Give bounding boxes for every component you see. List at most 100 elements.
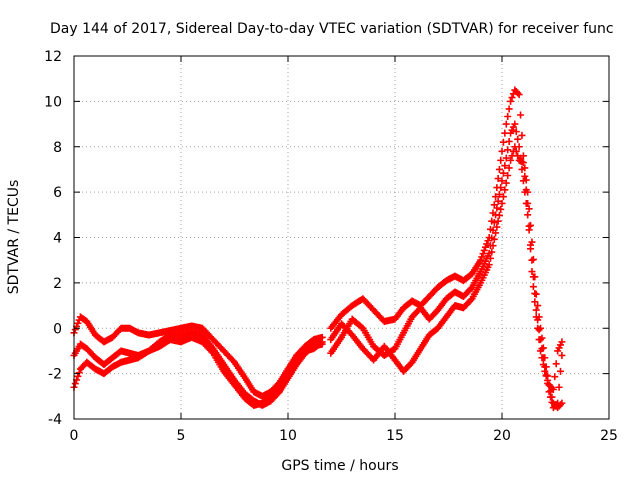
data-point <box>535 336 543 344</box>
data-point <box>517 111 525 119</box>
data-point <box>519 159 527 167</box>
data-point <box>498 199 506 207</box>
data-point <box>501 162 509 170</box>
data-point <box>531 289 539 297</box>
data-point <box>497 156 505 164</box>
data-point <box>494 217 502 225</box>
data-point <box>318 338 326 346</box>
x-tick-label: 5 <box>177 428 186 444</box>
data-point <box>499 169 507 177</box>
data-point <box>552 401 560 409</box>
data-point <box>539 361 547 369</box>
data-point <box>512 147 520 155</box>
data-point <box>75 369 83 377</box>
data-point <box>502 120 510 128</box>
data-point <box>522 186 530 194</box>
data-point <box>317 339 325 347</box>
data-point <box>538 354 546 362</box>
series-trace-e <box>327 120 566 412</box>
data-point <box>534 324 542 332</box>
data-point <box>479 250 487 258</box>
data-point <box>555 383 563 391</box>
data-point <box>549 386 557 394</box>
chart-title: Day 144 of 2017, Sidereal Day-to-day VTE… <box>50 21 614 37</box>
data-point <box>483 240 491 248</box>
data-point <box>524 199 532 207</box>
data-point <box>531 298 539 306</box>
data-point <box>525 222 533 230</box>
data-point <box>537 347 545 355</box>
data-point <box>542 372 550 380</box>
data-point <box>492 229 500 237</box>
data-point <box>502 179 510 187</box>
data-point <box>514 152 522 160</box>
data-point <box>521 172 529 180</box>
x-tick-label: 10 <box>279 428 297 444</box>
data-point <box>524 211 532 219</box>
data-point <box>477 256 485 264</box>
data-point <box>514 89 522 97</box>
data-points <box>70 86 566 412</box>
data-point <box>501 186 509 194</box>
data-point <box>492 193 500 201</box>
data-point <box>528 256 536 264</box>
data-point <box>545 388 553 396</box>
data-point <box>511 120 519 128</box>
data-point <box>556 367 564 375</box>
data-point <box>478 253 486 261</box>
data-point <box>552 360 560 368</box>
series-trace-c <box>70 333 326 409</box>
data-point <box>558 338 566 346</box>
data-point <box>481 243 489 251</box>
y-axis-label: SDTVAR / TECUs <box>6 180 22 295</box>
x-tick-label: 20 <box>493 428 511 444</box>
data-point <box>518 165 526 173</box>
data-point <box>507 97 515 105</box>
data-point <box>208 348 216 356</box>
data-point <box>467 285 475 293</box>
y-tick-label: -4 <box>48 412 62 428</box>
data-point <box>547 393 555 401</box>
data-point <box>497 205 505 213</box>
data-point <box>493 223 501 231</box>
data-point <box>490 219 498 227</box>
data-point <box>544 376 552 384</box>
data-point <box>485 261 493 269</box>
data-point <box>495 190 503 198</box>
data-point <box>525 205 533 213</box>
data-point <box>495 211 503 219</box>
series-trace-a <box>70 313 326 400</box>
data-point <box>529 273 537 281</box>
data-point <box>502 154 510 162</box>
data-point <box>494 175 502 183</box>
data-point <box>71 326 79 334</box>
series-trace-f <box>327 143 566 394</box>
data-point <box>493 204 501 212</box>
axis-ticks: 0 5 10 15 20 25 -4 -2 0 2 4 6 8 10 12 <box>44 49 618 444</box>
data-point <box>535 326 543 334</box>
data-point <box>498 177 506 185</box>
data-point <box>494 197 502 205</box>
data-point <box>488 248 496 256</box>
data-point <box>467 296 475 304</box>
data-point <box>519 177 527 185</box>
y-tick-label: 4 <box>53 231 62 247</box>
data-point <box>484 237 492 245</box>
data-point <box>534 302 542 310</box>
data-point <box>554 399 562 407</box>
series-trace-d <box>327 86 566 412</box>
data-point <box>529 283 537 291</box>
x-tick-label: 0 <box>70 428 79 444</box>
data-point <box>532 306 540 314</box>
x-tick-label: 25 <box>600 428 618 444</box>
y-tick-label: -2 <box>48 367 62 383</box>
data-point <box>558 351 566 359</box>
data-point <box>486 254 494 262</box>
data-point <box>505 164 513 172</box>
data-point <box>505 137 513 145</box>
data-point <box>497 184 505 192</box>
series-trace-b <box>70 329 326 409</box>
data-point <box>495 165 503 173</box>
data-point <box>548 384 556 392</box>
